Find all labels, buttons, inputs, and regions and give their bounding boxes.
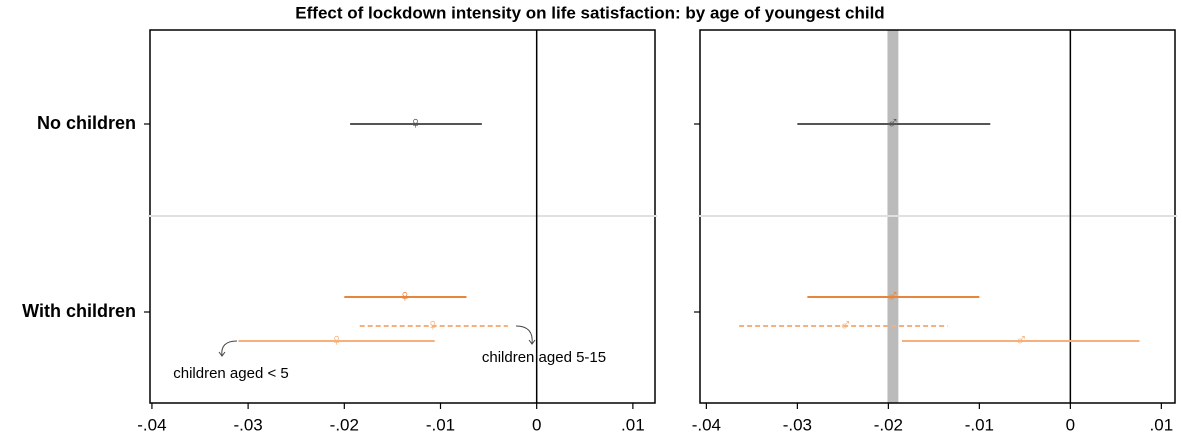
arrow-head [528, 339, 536, 345]
x-tick-label: -.01 [965, 415, 994, 434]
x-tick-label: 0 [532, 415, 541, 434]
arrow-head [218, 351, 226, 357]
x-tick-label: -.04 [692, 415, 721, 434]
point-marker: ♀ [426, 315, 439, 334]
x-tick-label: .01 [1150, 415, 1174, 434]
x-tick-label: -.03 [783, 415, 812, 434]
x-tick-label: -.01 [426, 415, 455, 434]
x-tick-label: .01 [621, 415, 645, 434]
point-marker: ♀ [330, 330, 343, 349]
x-tick-label: 0 [1066, 415, 1075, 434]
annotation-arrow [221, 340, 238, 357]
point-marker: ♂ [887, 113, 900, 132]
y-tick-label: With children [22, 301, 136, 321]
x-tick-label: -.02 [330, 415, 359, 434]
chart-title: Effect of lockdown intensity on life sat… [295, 3, 884, 22]
point-marker: ♂ [887, 286, 900, 305]
annotation-arrow [515, 325, 533, 345]
point-marker: ♀ [409, 113, 422, 132]
point-marker: ♂ [839, 315, 852, 334]
point-marker: ♀ [399, 286, 412, 305]
x-tick-label: -.02 [874, 415, 903, 434]
annotation: children aged 5-15 [482, 349, 606, 366]
annotation: children aged < 5 [173, 365, 289, 382]
x-tick-label: -.03 [233, 415, 262, 434]
x-tick-label: -.04 [137, 415, 166, 434]
y-tick-label: No children [37, 113, 136, 133]
point-marker: ♂ [1015, 330, 1028, 349]
